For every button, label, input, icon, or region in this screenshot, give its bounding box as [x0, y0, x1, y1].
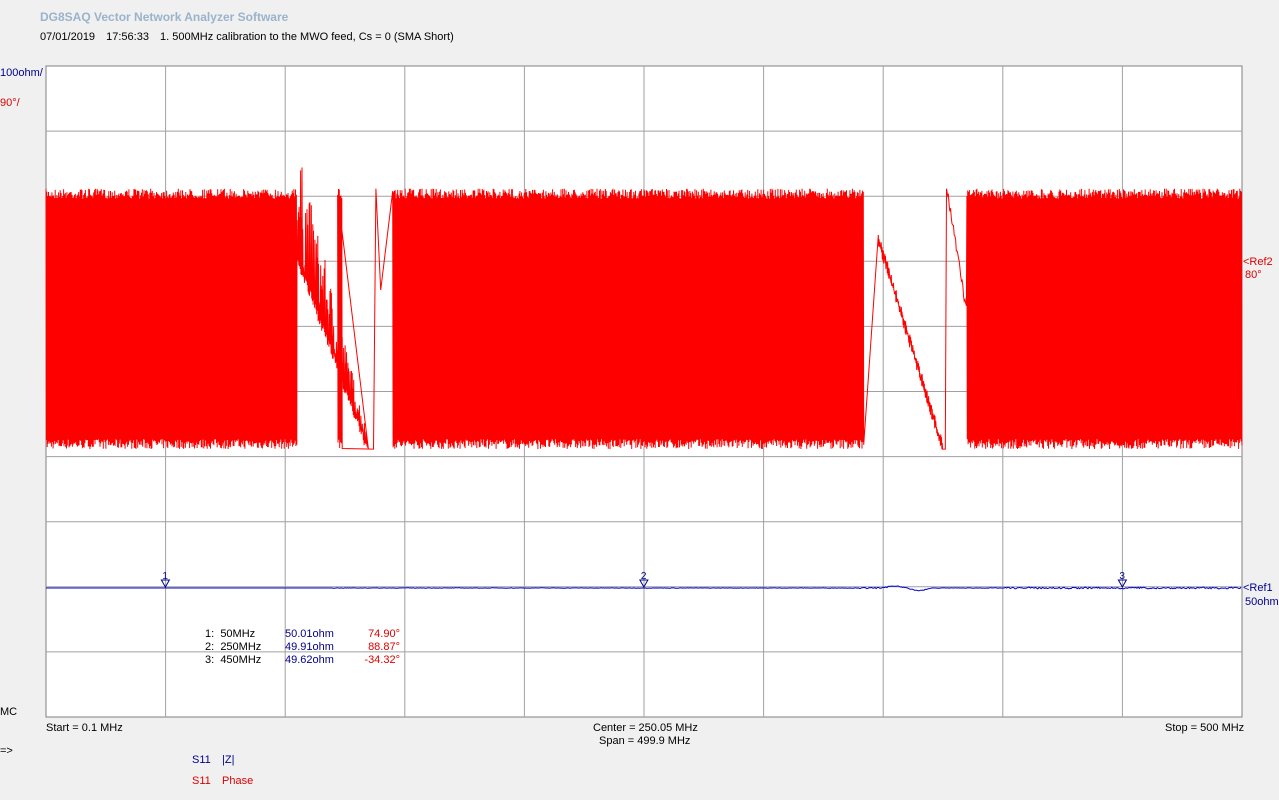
marker-number: 3 [1119, 571, 1125, 582]
z-scale-label: 100ohm/ [0, 67, 43, 79]
stop-frequency: Stop = 500 MHz [1165, 722, 1245, 734]
span-frequency: Span = 499.9 MHz [599, 735, 691, 747]
marker-phase: 74.90° [368, 628, 400, 640]
impedance-line [46, 585, 1242, 592]
ref2-value: 80° [1245, 269, 1262, 281]
marker-number: 2 [641, 571, 647, 582]
marker-row: 2: 250MHz 49.91ohm 88.87° [205, 641, 400, 654]
marker-id-freq: 2: 250MHz [205, 641, 262, 653]
marker-id-freq: 3: 450MHz [205, 654, 262, 666]
marker-id-freq: 1: 50MHz [205, 628, 256, 640]
start-frequency: Start = 0.1 MHz [46, 722, 123, 734]
marker-row: 1: 50MHz 50.01ohm 74.90° [205, 628, 400, 641]
description: 1. 500MHz calibration to the MWO feed, C… [160, 31, 454, 43]
legend-item-phase[interactable]: S11 Phase [192, 775, 254, 787]
marker-triangle-icon [1117, 579, 1128, 589]
ref1-label: <Ref1 [1243, 582, 1273, 594]
phase-scale-label: 90°/ [0, 97, 20, 109]
mc-label: MC [0, 706, 18, 718]
marker-tags: 1 2 3 [160, 571, 1128, 589]
marker-impedance: 49.91ohm [285, 641, 334, 653]
ref1-value: 50ohm [1245, 596, 1279, 608]
legend-item-z[interactable]: S11 |Z| [192, 754, 235, 766]
marker-phase: 88.87° [368, 641, 400, 653]
phase-trace [45, 167, 1243, 450]
marker-readout-table: 1: 50MHz 50.01ohm 74.90° 2: 250MHz 49.91… [205, 628, 400, 667]
cursor-prompt: => [0, 745, 13, 757]
time: 17:56:33 [106, 31, 149, 43]
date: 07/01/2019 [40, 31, 96, 43]
impedance-trace [46, 585, 1242, 592]
phase-line [45, 167, 1243, 450]
marker-triangle-icon [639, 579, 649, 589]
measurement-info: 07/01/2019 17:56:33 1. 500MHz calibratio… [40, 31, 462, 43]
app-title: DG8SAQ Vector Network Analyzer Software [40, 10, 289, 24]
marker-row: 3: 450MHz 49.62ohm -34.32° [205, 654, 400, 667]
marker-number: 1 [162, 571, 168, 582]
marker-impedance: 49.62ohm [285, 654, 334, 666]
marker-impedance: 50.01ohm [285, 628, 334, 640]
ref2-label: <Ref2 [1243, 256, 1273, 268]
marker-phase: -34.32° [364, 654, 400, 666]
center-frequency: Center = 250.05 MHz [593, 722, 698, 734]
marker-triangle-icon [160, 579, 171, 589]
